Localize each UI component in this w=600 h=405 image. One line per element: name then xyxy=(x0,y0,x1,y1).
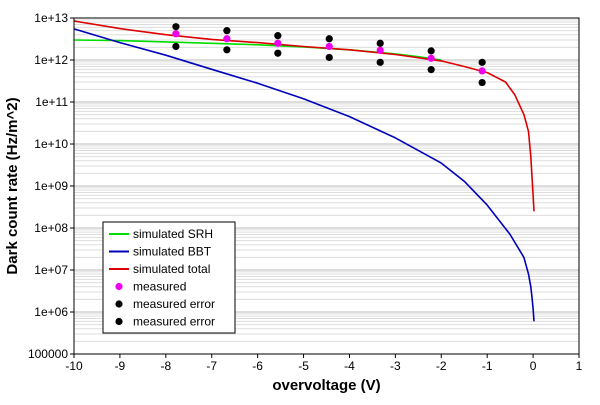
data-point-measured-error xyxy=(376,39,384,47)
data-point-measured-error xyxy=(325,53,333,62)
data-point-measured xyxy=(325,42,333,51)
data-point-measured-error xyxy=(223,46,231,54)
legend-swatch-marker xyxy=(115,300,123,308)
data-point-measured xyxy=(427,54,435,62)
legend-box xyxy=(102,221,236,334)
legend-label: simulated SRH xyxy=(133,227,213,241)
data-point-measured-error xyxy=(274,49,282,57)
x-tick-label: -6 xyxy=(252,359,263,373)
data-point-measured xyxy=(274,39,282,47)
x-tick-label: -8 xyxy=(160,359,171,373)
data-point-measured-error xyxy=(478,78,486,87)
data-point-measured-error xyxy=(325,35,333,43)
data-point-measured-error xyxy=(427,47,435,55)
data-point-measured-error xyxy=(274,32,282,40)
y-tick-label: 1e+08 xyxy=(34,221,68,235)
x-tick-label: -4 xyxy=(344,359,355,373)
legend-label: measured error xyxy=(133,315,215,329)
x-tick-label: -2 xyxy=(436,359,447,373)
data-point-measured-error xyxy=(376,58,384,66)
legend-label: simulated total xyxy=(133,262,210,276)
y-tick-label: 1e+07 xyxy=(34,263,68,277)
x-tick-label: 1 xyxy=(576,359,583,373)
data-point-measured-error xyxy=(172,42,180,51)
x-tick-label: -5 xyxy=(298,359,309,373)
y-tick-label: 1e+11 xyxy=(35,95,68,109)
data-point-measured-error xyxy=(427,66,435,74)
legend-label: measured xyxy=(133,280,186,294)
x-tick-label: -1 xyxy=(482,359,493,373)
y-tick-label: 1e+10 xyxy=(34,137,68,151)
data-point-measured xyxy=(478,67,486,75)
data-point-measured-error xyxy=(172,23,180,31)
legend-label: simulated BBT xyxy=(133,245,212,259)
legend-swatch-marker xyxy=(115,282,123,291)
y-tick-label: 1e+13 xyxy=(34,11,68,25)
series-layer xyxy=(73,20,535,322)
y-tick-label: 100000 xyxy=(28,347,68,361)
series-line-simulated-bbt xyxy=(73,28,535,322)
y-tick-label: 1e+09 xyxy=(34,179,68,193)
x-tick-label: 0 xyxy=(530,359,537,373)
data-point-measured-error xyxy=(478,58,486,66)
x-tick-label: -9 xyxy=(115,359,126,373)
tick-layer: 100000 1e+06 1e+07 1e+08 1e+09 1e+10 1e+11 1e+1… xyxy=(28,11,583,373)
y-tick-label: 1e+06 xyxy=(34,305,68,319)
y-tick-label: 1e+12 xyxy=(34,53,68,67)
data-point-measured xyxy=(172,30,180,38)
data-point-measured-error xyxy=(223,27,231,35)
series-line-simulated-total xyxy=(73,20,535,212)
data-point-measured xyxy=(223,35,231,43)
legend-label: measured error xyxy=(133,297,215,311)
legend: simulated SRH simulated BBT simulated tota… xyxy=(102,221,236,334)
legend-swatch-marker xyxy=(115,317,123,326)
x-tick-label: -7 xyxy=(206,359,217,373)
x-tick-label: -3 xyxy=(390,359,401,373)
x-axis-label: overvoltage (V) xyxy=(272,377,380,394)
x-tick-label: -10 xyxy=(65,359,83,373)
y-axis-label: Dark count rate (Hz/m^2) xyxy=(4,97,21,274)
data-point-measured xyxy=(376,46,384,54)
